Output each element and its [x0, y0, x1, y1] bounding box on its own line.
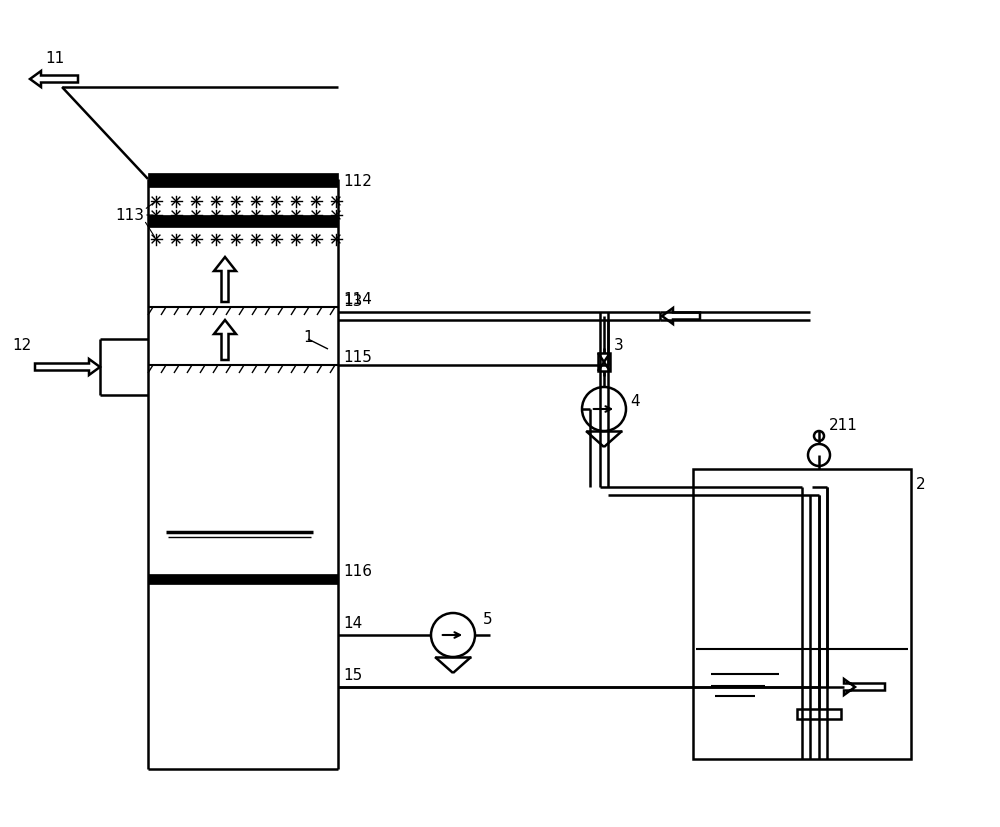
Text: 11: 11: [45, 50, 65, 65]
Text: 4: 4: [630, 394, 640, 409]
Text: 2: 2: [916, 477, 926, 492]
Text: 12: 12: [12, 338, 32, 353]
Text: 112: 112: [343, 174, 372, 189]
Bar: [148, 574, 338, 585]
Text: 14: 14: [343, 616, 362, 631]
Bar: [693, 470, 911, 759]
Text: 1: 1: [303, 330, 313, 345]
Text: 211: 211: [829, 417, 858, 432]
Text: 114: 114: [343, 292, 372, 307]
Bar: [797, 709, 841, 719]
Text: 3: 3: [614, 337, 624, 352]
Text: 113: 113: [115, 208, 144, 223]
Bar: [148, 174, 338, 188]
Text: 5: 5: [483, 612, 493, 627]
Bar: [148, 216, 338, 227]
Text: 15: 15: [343, 667, 362, 682]
Text: 13: 13: [343, 293, 362, 308]
Bar: [598, 354, 610, 371]
Text: 116: 116: [343, 564, 372, 579]
Text: 115: 115: [343, 350, 372, 365]
